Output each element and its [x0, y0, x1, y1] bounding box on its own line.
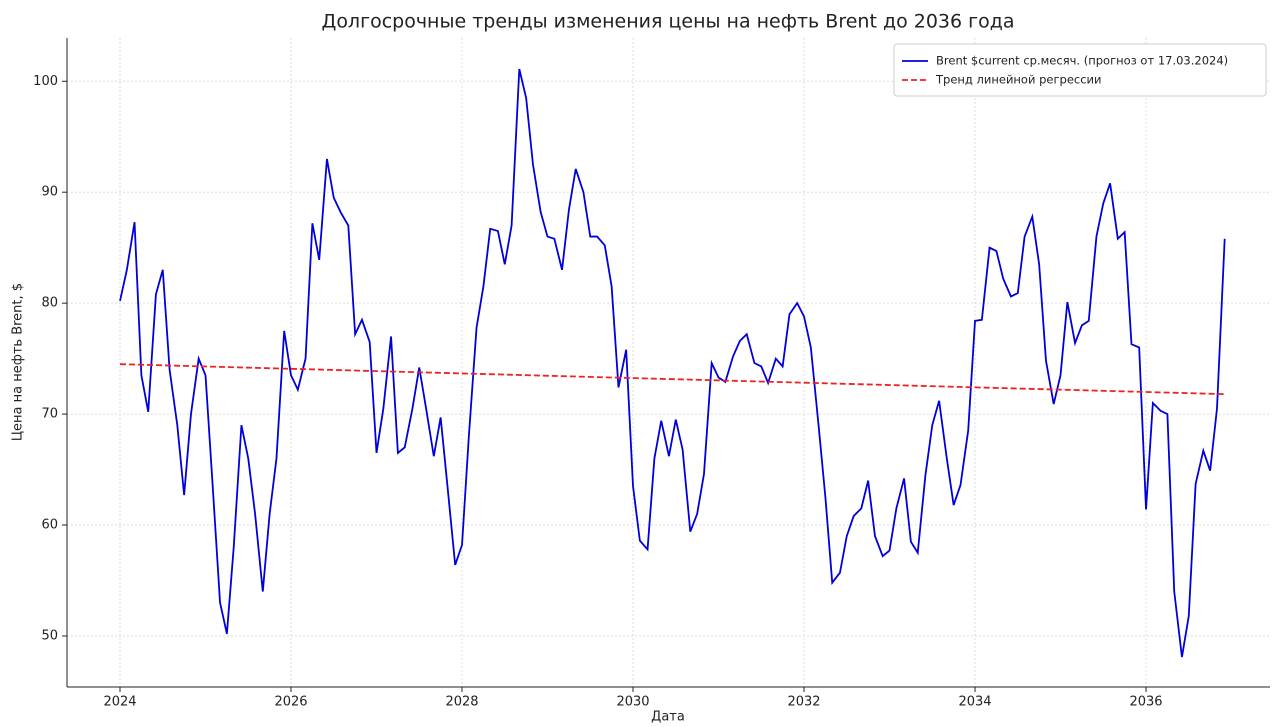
- x-tick-label: 2030: [616, 695, 649, 710]
- x-tick-label: 2032: [787, 695, 820, 710]
- y-tick-label: 50: [41, 628, 58, 643]
- y-tick-label: 70: [41, 407, 58, 422]
- series-line: [119, 363, 1225, 396]
- x-tick-label: 2026: [274, 695, 307, 710]
- legend-label: Тренд линейной регрессии: [935, 73, 1102, 87]
- series-line: [119, 68, 1226, 658]
- legend-label: Brent $current ср.месяч. (прогноз от 17.…: [936, 54, 1228, 68]
- y-tick-label: 100: [33, 74, 58, 89]
- legend-box: [893, 43, 1267, 97]
- chart-title: Долгосрочные тренды изменения цены на не…: [321, 11, 1014, 33]
- y-tick-label: 80: [41, 296, 58, 311]
- x-tick-label: 2028: [445, 695, 478, 710]
- y-axis-label: Цена на нефть Brent, $: [11, 283, 26, 441]
- x-tick-label: 2024: [103, 695, 136, 710]
- y-tick-label: 60: [41, 518, 58, 533]
- x-tick-label: 2034: [958, 695, 991, 710]
- x-tick-label: 2036: [1129, 695, 1162, 710]
- y-tick-label: 90: [41, 185, 58, 200]
- x-axis-label: Дата: [651, 710, 685, 725]
